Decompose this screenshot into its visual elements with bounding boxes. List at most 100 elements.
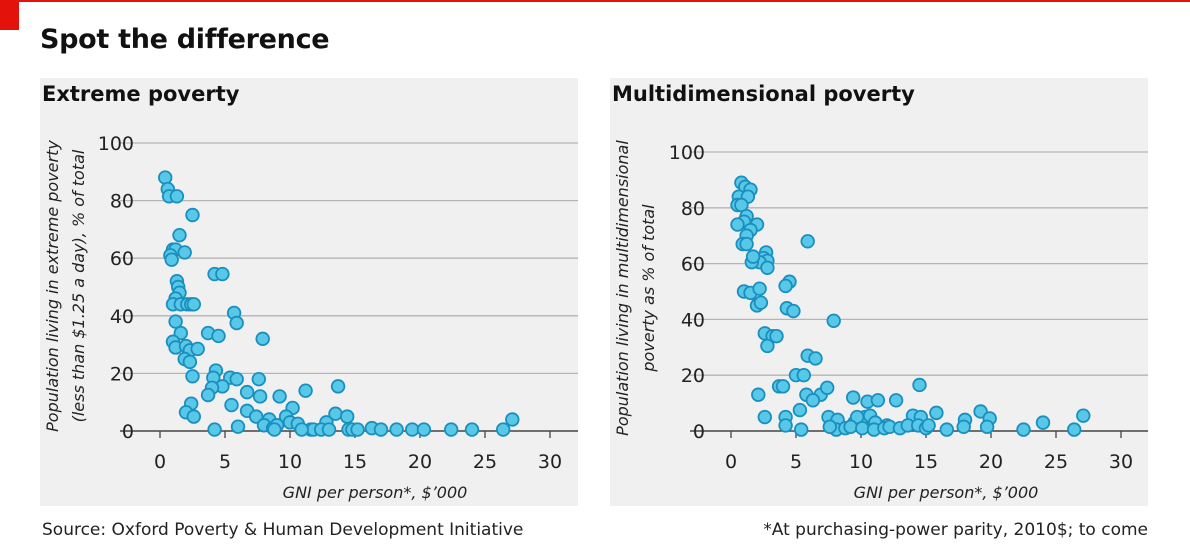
scatter-point <box>792 402 808 418</box>
scatter-point <box>252 389 268 404</box>
x-tick-label: 0 <box>725 451 737 473</box>
scatter-point <box>739 236 754 252</box>
x-axis-label: GNI per person*, $’000 <box>283 483 468 502</box>
scatter-point <box>757 409 773 425</box>
y-axis-label: poverty as % of total <box>639 204 658 373</box>
scatter-point <box>416 422 432 437</box>
scatter-point <box>808 351 823 366</box>
scatter-point <box>215 266 230 282</box>
scatter-point <box>929 405 944 421</box>
scatter-point <box>796 368 812 383</box>
scatter-point <box>979 419 995 435</box>
y-tick-label: 60 <box>681 254 705 276</box>
scatter-point <box>172 227 187 243</box>
scatter-point <box>224 397 239 413</box>
y-tick-label: 100 <box>98 133 134 155</box>
x-tick-label: 30 <box>1109 451 1133 473</box>
x-tick-label: 0 <box>154 451 166 473</box>
scatter-point <box>794 422 809 437</box>
scatter-point <box>267 422 282 437</box>
scatter-point <box>760 260 775 275</box>
chart-title-multidimensional: Multidimensional poverty <box>612 82 915 106</box>
x-axis-label: GNI per person*, $’000 <box>854 483 1039 502</box>
scatter-point <box>760 338 775 354</box>
scatter-point <box>826 313 841 328</box>
scatter-point <box>752 281 767 296</box>
y-tick-label: 40 <box>681 309 705 331</box>
scatter-point <box>822 419 838 435</box>
scatter-point <box>177 245 192 260</box>
scatter-point <box>298 383 313 398</box>
footnote: *At purchasing-power parity, 2010$; to c… <box>763 520 1148 540</box>
scatter-point <box>294 422 309 437</box>
scatter-point <box>775 379 791 394</box>
scatter-point <box>373 422 389 437</box>
x-tick-label: 15 <box>914 451 938 473</box>
scatter-point <box>753 295 769 310</box>
scatter-point <box>778 418 793 433</box>
scatter-point <box>230 419 246 434</box>
scatter-point <box>505 412 520 427</box>
scatter-point <box>843 419 858 435</box>
scatter-point <box>185 207 200 223</box>
scatter-point <box>239 384 255 400</box>
scatter-point <box>211 328 226 344</box>
scatter-point <box>921 418 936 433</box>
scatter-point <box>255 331 270 347</box>
scatter-point <box>207 422 222 437</box>
y-tick-label: 80 <box>110 191 134 213</box>
scatter-point <box>800 234 815 249</box>
scatter-point <box>330 379 346 394</box>
scatter-point <box>251 371 266 387</box>
scatter-point <box>1035 415 1051 430</box>
x-tick-label: 25 <box>1044 451 1068 473</box>
scatter-point <box>464 422 480 437</box>
scatter-point <box>912 377 927 393</box>
scatter-point <box>855 421 870 436</box>
y-tick-label: 20 <box>681 365 705 387</box>
x-tick-label: 5 <box>790 451 802 473</box>
y-axis-label: Population living in multidimensional <box>613 140 632 436</box>
y-tick-label: 0 <box>122 421 134 443</box>
y-axis-label: Population living in extreme poverty <box>43 140 62 432</box>
scatter-point <box>200 387 216 403</box>
scatter-point <box>185 369 200 384</box>
x-tick-label: 5 <box>219 451 231 473</box>
scatter-point <box>956 419 971 435</box>
y-tick-label: 80 <box>681 198 705 220</box>
scatter-point <box>229 371 244 387</box>
scatter-point <box>272 389 287 404</box>
chart-1: 0 20 40 60 80 100 0 5 10 15 20 25 30 GNI per person*,… <box>613 140 1148 502</box>
scatter-point <box>846 390 861 405</box>
source-note: Source: Oxford Poverty & Human Developme… <box>42 520 524 540</box>
scatter-point <box>168 314 183 329</box>
scatter-point <box>730 217 745 232</box>
scatter-point <box>1066 422 1082 437</box>
scatter-point <box>229 315 244 331</box>
y-tick-label: 40 <box>110 306 134 328</box>
scatter-point <box>186 297 202 312</box>
brand-tab <box>0 0 19 30</box>
top-rule <box>0 0 1190 2</box>
scatter-point <box>169 189 185 204</box>
chart-title-extreme: Extreme poverty <box>42 82 240 106</box>
y-tick-label: 20 <box>110 363 134 385</box>
scatter-point <box>496 422 511 437</box>
page-title: Spot the difference <box>40 24 330 55</box>
scatter-point <box>786 303 801 319</box>
scatter-point <box>939 422 955 437</box>
scatter-point <box>190 341 205 357</box>
scatter-point <box>1076 408 1091 423</box>
scatter-point <box>1016 422 1031 437</box>
x-tick-label: 10 <box>278 451 302 473</box>
scatter-point <box>778 278 793 294</box>
x-tick-label: 25 <box>473 451 497 473</box>
x-tick-label: 20 <box>408 451 432 473</box>
x-tick-label: 10 <box>849 451 873 473</box>
y-tick-label: 60 <box>110 248 134 270</box>
x-tick-label: 30 <box>538 451 562 473</box>
scatter-point <box>444 422 459 437</box>
x-tick-label: 15 <box>343 451 367 473</box>
scatter-point <box>820 380 835 395</box>
